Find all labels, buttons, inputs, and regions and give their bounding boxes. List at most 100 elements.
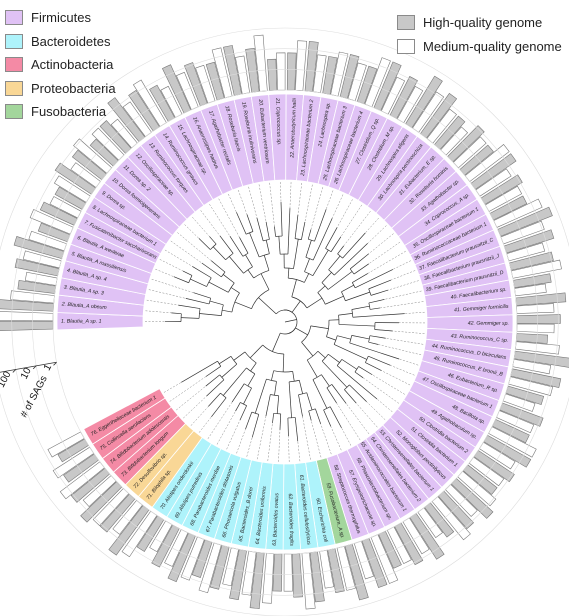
tree-branch <box>229 235 244 257</box>
tree-branch <box>263 255 270 271</box>
tree-branch <box>369 335 386 339</box>
tree-branch <box>287 417 289 436</box>
tree-branch <box>368 341 379 345</box>
tree-arc <box>298 392 307 396</box>
scale-tick <box>12 369 17 373</box>
leaf-connector <box>392 330 425 334</box>
tree-branch <box>305 240 312 258</box>
tree-arc <box>228 282 235 293</box>
tree-arc <box>368 302 371 310</box>
tree-branch <box>301 221 306 240</box>
high-quality-bar <box>292 553 303 598</box>
quality-legend-swatch <box>397 38 415 54</box>
tree-arc <box>368 335 371 343</box>
leaf-connector <box>379 301 424 309</box>
tree-branch <box>181 317 200 319</box>
leaf-connector <box>236 428 246 454</box>
leaf-connector <box>404 311 425 314</box>
tree-branch <box>330 236 342 252</box>
leaf-connector <box>331 194 344 219</box>
tree-branch <box>370 307 381 310</box>
tree-branch <box>276 395 280 414</box>
phylum-legend-label: Fusobacteria <box>31 104 107 120</box>
tree-branch <box>208 392 221 407</box>
tree-branch <box>325 295 344 305</box>
tree-branch <box>344 389 357 404</box>
tree-arc <box>325 248 332 253</box>
leaf-connector <box>246 437 253 457</box>
tree-branch <box>306 297 323 309</box>
leaf-connector <box>145 310 172 314</box>
leaf-connector <box>228 193 237 213</box>
tree-branch <box>218 355 232 365</box>
phylum-legend-swatch <box>5 33 23 49</box>
tree-branch <box>374 329 393 332</box>
tree-branch <box>205 365 221 377</box>
leaf-connector <box>372 374 405 395</box>
leaf-connector <box>302 416 311 460</box>
leaf-connector <box>341 427 352 446</box>
tree-arc <box>242 252 249 257</box>
tree-branch <box>354 269 394 289</box>
tree-branch <box>236 212 247 235</box>
scale-tick <box>53 362 57 366</box>
tree-arc <box>245 231 254 235</box>
tree-branch <box>282 353 285 372</box>
leaf-connector <box>148 289 186 299</box>
tree-branch <box>260 273 270 290</box>
leaf-connector <box>226 420 241 450</box>
leaf-connector <box>269 182 275 227</box>
tree-arc <box>273 370 293 373</box>
leaf-connector <box>362 377 400 404</box>
tree-branch <box>287 208 291 255</box>
scale-axis-line <box>0 361 57 373</box>
tree-branch <box>219 235 234 254</box>
leaf-connector <box>248 186 258 218</box>
tree-branch <box>352 273 368 283</box>
tree-branch <box>230 287 240 294</box>
tree-arc <box>219 374 225 380</box>
phylum-legend-label: Bacteroidetes <box>31 33 111 49</box>
tree-branch <box>327 271 353 290</box>
tree-branch <box>243 387 252 405</box>
high-quality-bar <box>516 314 561 324</box>
tree-branch <box>234 301 252 310</box>
tree-branch <box>294 417 299 442</box>
leaf-connector <box>151 279 194 293</box>
phylum-legend-item: Actinobacteria <box>5 53 116 77</box>
tree-branch <box>171 312 182 315</box>
tree-branch <box>182 270 193 276</box>
scale-tick-label: 100 <box>0 369 14 389</box>
leaf-connector <box>368 233 394 254</box>
leaf-connector <box>258 184 267 222</box>
tree-branch <box>254 378 267 414</box>
leaf-connector <box>368 241 401 265</box>
tree-arc <box>326 320 330 337</box>
tree-branch <box>323 409 332 427</box>
tree-branch <box>199 313 222 317</box>
high-quality-bar <box>0 321 54 331</box>
tree-branch <box>349 342 400 360</box>
tree-branch <box>209 236 217 245</box>
tree-branch <box>206 379 225 397</box>
tree-branch <box>222 309 232 313</box>
tree-branch <box>358 366 373 376</box>
leaf-connector <box>381 370 411 386</box>
leaf-connector <box>385 338 424 345</box>
leaf-connector <box>340 204 362 237</box>
tree-branch <box>338 324 375 327</box>
tree-branch <box>326 336 336 341</box>
tree-branch <box>334 243 368 276</box>
leaf-connector <box>330 426 342 451</box>
phylum-sector <box>83 388 166 445</box>
quality-legend-swatch <box>397 15 415 31</box>
tree-branch <box>307 229 312 240</box>
tree-branch <box>265 221 270 240</box>
tree-branch <box>256 217 264 241</box>
tree-branch <box>351 305 370 310</box>
medium-quality-bar <box>516 323 555 334</box>
quality-legend: High-quality genome Medium-quality genome <box>397 11 562 58</box>
leaf-connector <box>390 270 416 281</box>
leaf-connector <box>198 416 212 433</box>
